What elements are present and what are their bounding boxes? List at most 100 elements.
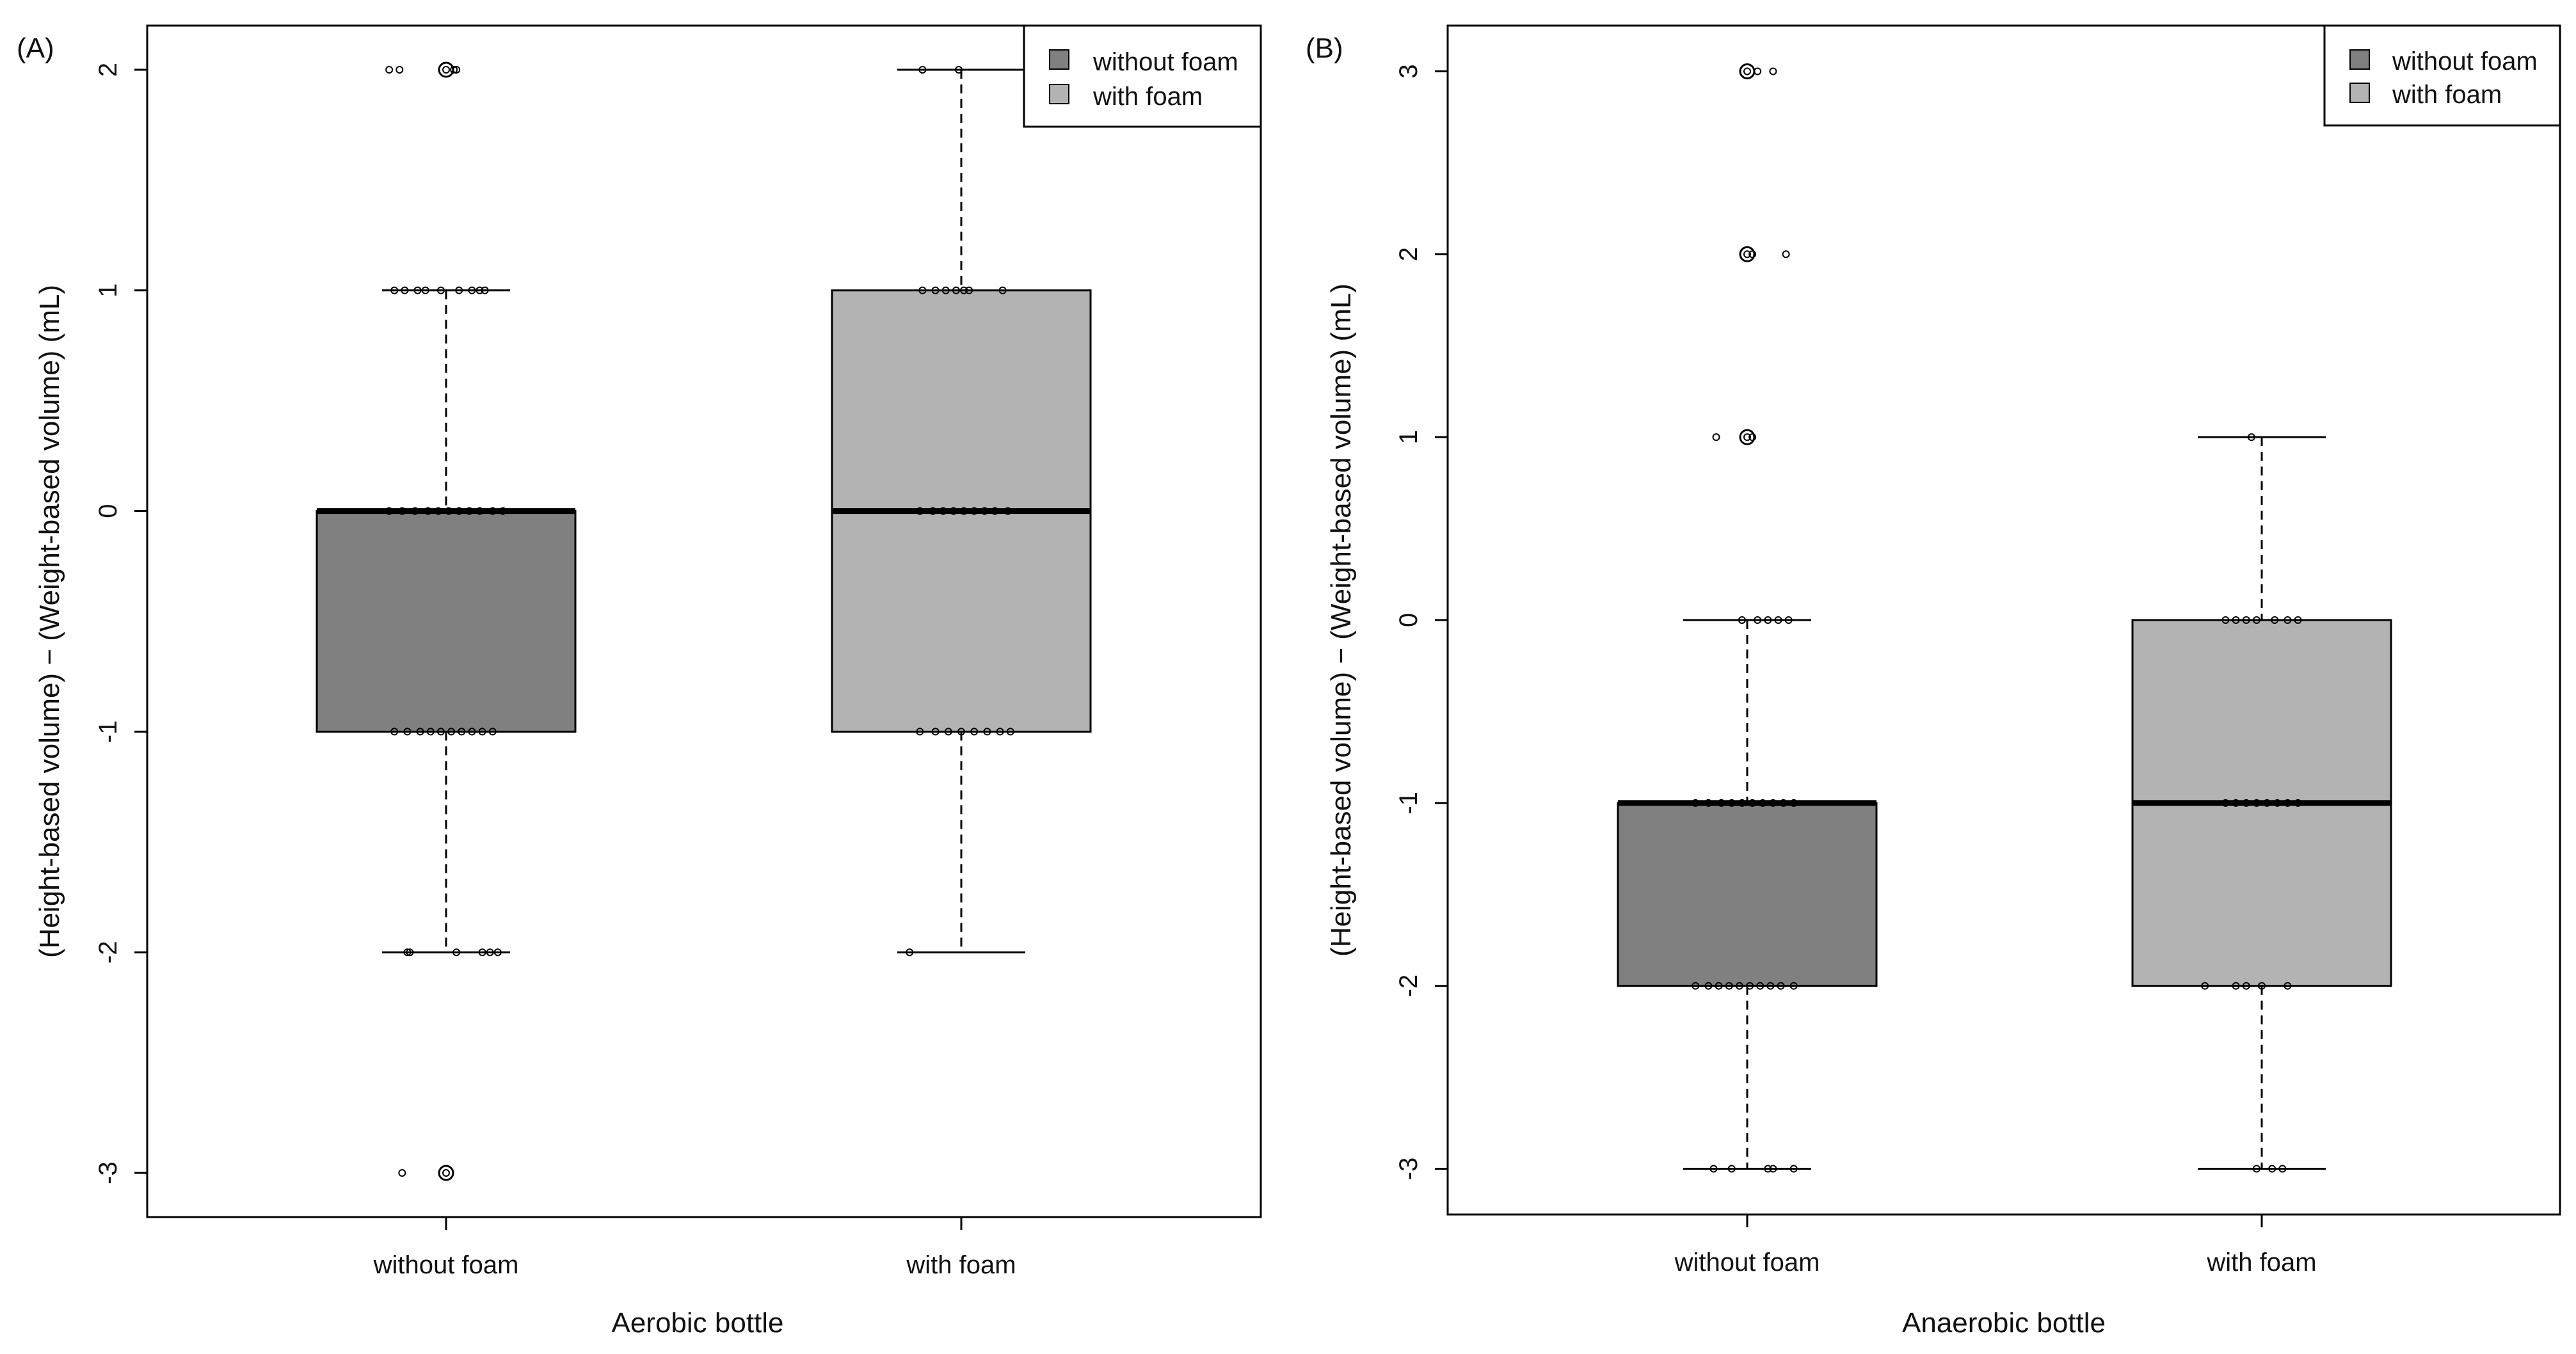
data-point-without-foam-a [486,948,494,957]
data-point-without-foam-a [447,728,456,736]
data-point-without-foam-b [1764,616,1772,624]
data-point-without-foam-a [436,286,445,294]
plot-frame-a [146,24,1262,1218]
data-point-without-foam-b [1789,982,1798,990]
data-point-without-foam-b [1746,982,1754,990]
data-point-with-foam-a [1006,728,1014,736]
y-tick-label-b: -3 [1395,1158,1423,1181]
data-point-without-foam-a [401,286,409,294]
data-point-without-foam-a [455,286,463,294]
y-tick-label-b: -1 [1395,792,1423,815]
data-point-with-foam-a [980,507,989,515]
data-point-with-foam-b [2242,616,2250,624]
data-point-without-foam-b [1704,982,1713,990]
data-point-without-foam-b [1727,1165,1736,1173]
data-point-with-foam-b [2232,982,2240,990]
panel-label-b: (B) [1306,33,1343,64]
legend-swatch-with-foam-b [2349,83,2370,103]
data-point-with-foam-a [906,948,914,957]
x-axis-ticks-b: without foam with foam [1674,1215,2317,1277]
data-point-without-foam-b [1769,799,1777,807]
data-point-without-foam-b [1748,250,1757,259]
data-point-with-foam-a [931,728,940,736]
points-a [385,61,1014,1181]
data-point-with-foam-b [2242,982,2250,990]
data-point-with-foam-b [2273,799,2282,807]
y-tick-label-b: -2 [1395,975,1423,998]
data-point-without-foam-a [416,728,424,736]
data-point-without-foam-b [1715,982,1723,990]
data-point-with-foam-b [2278,1165,2287,1173]
data-point-without-foam-b [1743,433,1751,442]
y-axis-ticks-a [134,68,147,1174]
y-axis-ticks-b [1435,70,1448,1170]
y-tick-label-b: 1 [1395,430,1423,444]
data-point-without-foam-a [488,507,497,515]
data-point-with-foam-b [2294,799,2302,807]
data-point-without-foam-a [442,1169,450,1177]
data-point-with-foam-a [949,507,957,515]
y-axis-labels-b: -3 -2 -1 0 1 2 3 [1395,64,1423,1180]
data-point-without-foam-b [1748,433,1757,442]
data-point-without-foam-a [390,286,399,294]
x-axis-title-a: Aerobic bottle [611,1307,783,1339]
data-point-without-foam-a [426,728,435,736]
points-b [1692,63,2302,1173]
legend-label-with-foam-b: with foam [2392,81,2502,109]
data-point-without-foam-b [1709,1165,1718,1173]
data-point-with-foam-a [960,507,968,515]
data-point-with-foam-b [2284,616,2292,624]
data-point-with-foam-a [918,286,927,294]
data-point-without-foam-a [442,65,450,74]
data-point-with-foam-b [2252,799,2260,807]
data-point-with-foam-a [983,728,991,736]
data-point-without-foam-a [411,507,419,515]
data-point-without-foam-b [1764,1165,1772,1173]
data-point-with-foam-a [970,507,979,515]
legend-box-a [1023,24,1262,128]
legend-a: without foam with foam [1023,24,1262,128]
data-point-without-foam-a [452,948,461,957]
y-axis-title-b: (Height-based volume) − (Weight-based vo… [1325,283,1357,957]
data-point-with-foam-a [916,728,924,736]
data-point-without-foam-a [481,286,489,294]
y-tick-label-b: 3 [1395,64,1423,78]
data-point-with-foam-a [939,507,947,515]
data-point-with-foam-b [2221,616,2230,624]
x-tick-label-with-foam-b: with foam [2206,1248,2316,1277]
outlier-without-foam-b [1739,246,1756,262]
legend-label-without-foam-a: without foam [1092,48,1238,76]
y-axis-title-a: (Height-based volume) − (Weight-based vo… [34,285,65,958]
data-point-without-foam-b [1725,982,1733,990]
legend-box-b [2323,24,2561,127]
x-tick-label-without-foam-b: without foam [1674,1248,1820,1277]
panel-a: (A) -3 -2 -1 0 1 2 (Height-based volume) − (W… [17,24,1262,1339]
data-point-with-foam-a [944,728,952,736]
data-point-with-foam-a [957,728,965,736]
data-point-without-foam-a [424,507,432,515]
data-point-without-foam-a [478,728,486,736]
data-point-with-foam-a [991,507,999,515]
data-point-without-foam-a [396,65,404,74]
data-point-with-foam-b [2232,799,2240,807]
data-point-without-foam-a [390,728,399,736]
data-point-with-foam-a [1004,507,1012,515]
data-point-without-foam-b [1727,799,1736,807]
x-tick-label-with-foam-a: with foam [906,1251,1016,1279]
legend-swatch-without-foam-b [2349,49,2370,70]
data-point-without-foam-a [403,948,412,957]
data-point-without-foam-b [1738,616,1746,624]
data-point-without-foam-b [1754,67,1762,76]
data-point-without-foam-a [434,507,442,515]
data-point-without-foam-a [385,65,394,74]
data-point-without-foam-a [499,507,507,515]
y-tick-label-a: 0 [94,504,122,518]
data-point-with-foam-b [2258,982,2266,990]
data-point-without-foam-a [468,286,476,294]
data-point-without-foam-b [1769,67,1777,76]
panel-b: (B) -3 -2 -1 0 1 2 3 (Height-based volume) − (… [1306,24,2561,1339]
data-point-without-foam-a [436,728,445,736]
data-point-with-foam-b [2201,982,2209,990]
data-point-without-foam-b [1717,799,1725,807]
